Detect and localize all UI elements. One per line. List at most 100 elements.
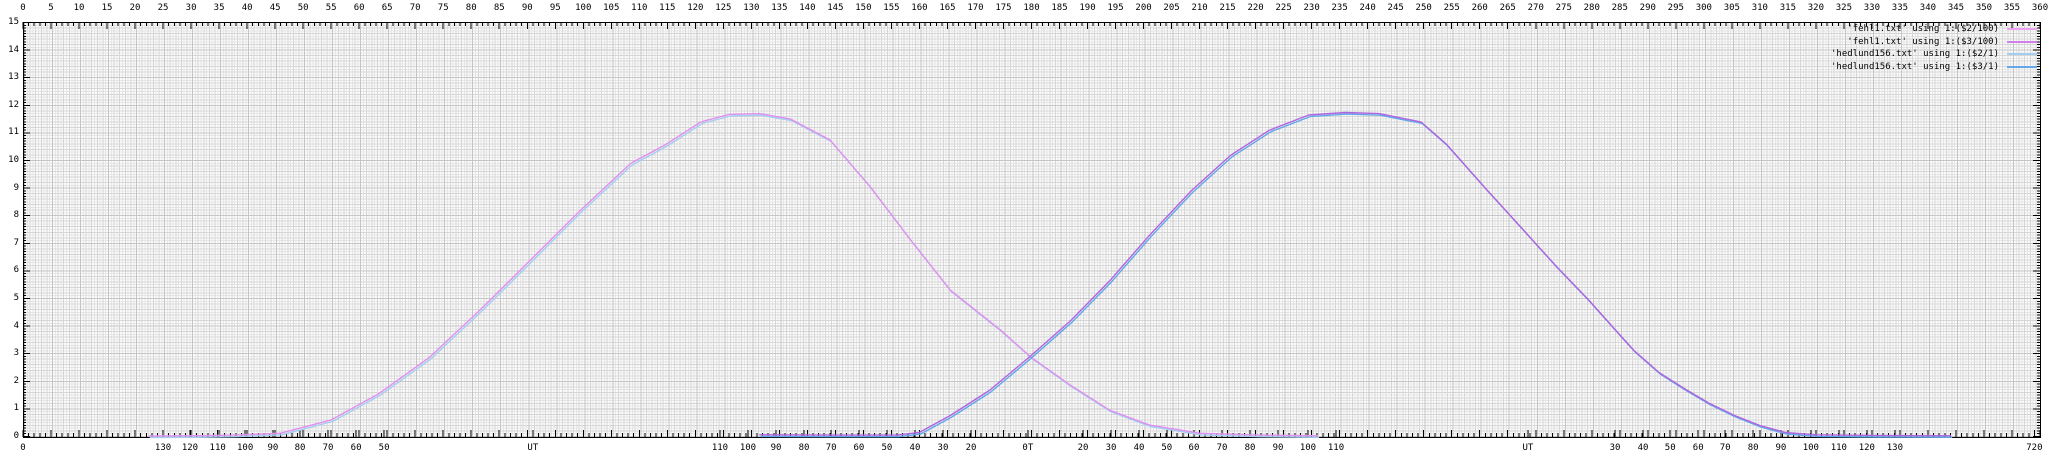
x-tick-label: 100 (739, 443, 757, 453)
x2-tick-label: 50 (297, 3, 309, 13)
x2-tick-label: 290 (1639, 3, 1656, 13)
x-tick-label: 110 (711, 443, 729, 453)
y-tick-label: 3 (13, 348, 19, 359)
x2-tick-label: 335 (1891, 3, 1909, 13)
x2-tick-label: 20 (129, 3, 141, 13)
x-tick-label: 100 (1299, 443, 1317, 453)
x-tick-label: 20 (1077, 443, 1089, 453)
y-tick-label: 5 (13, 293, 19, 303)
x-tick-label: 90 (267, 443, 279, 453)
x2-tick-label: 150 (855, 3, 872, 13)
x2-tick-label: 175 (995, 3, 1012, 13)
x2-tick-label: 250 (1415, 3, 1432, 13)
x2-tick-label: 125 (715, 3, 732, 13)
x2-tick-label: 195 (1107, 3, 1124, 13)
x2-tick-label: 305 (1723, 3, 1740, 13)
legend-line-sample (2007, 65, 2037, 68)
x2-tick-label: 0 (20, 3, 26, 13)
x-tick-label: 120 (181, 443, 199, 453)
y-tick-label: 14 (8, 44, 19, 55)
x2-tick-label: 170 (967, 3, 984, 13)
x2-tick-label: 270 (1527, 3, 1544, 13)
data-curves (148, 111, 1953, 439)
x-tick-label: 110 (1327, 443, 1345, 453)
x-tick-label: 90 (770, 443, 782, 453)
legend-entry: 'fehl1.txt' using 1:($3/100) (1831, 36, 2037, 49)
x2-tick-label: 130 (743, 3, 760, 13)
x-tick-label: 20 (965, 443, 977, 453)
x2-tick-label: 35 (213, 3, 225, 13)
legend-entry: 'hedlund156.txt' using 1:($3/1) (1831, 61, 2037, 74)
x-tick-label: 110 (209, 443, 226, 453)
x2-tick-label: 185 (1051, 3, 1068, 13)
legend-line-sample (2007, 40, 2037, 43)
y-tick-label: 12 (8, 99, 19, 110)
legend-entry: 'fehl1.txt' using 1:($2/100) (1831, 23, 2037, 36)
x2-tick-label: 65 (381, 3, 393, 13)
x-tick-label: UT (527, 443, 539, 453)
x-tick-label: 40 (909, 443, 921, 453)
x2-tick-label: 320 (1807, 3, 1824, 13)
x-tick-label: 80 (798, 443, 810, 453)
x2-tick-label: 165 (939, 3, 956, 13)
x2-tick-label: 15 (101, 3, 113, 13)
x-tick-label: UT (1522, 443, 1534, 453)
x2-tick-label: 265 (1499, 3, 1516, 13)
x2-tick-label: 280 (1583, 3, 1600, 13)
x-tick-label: 0 (20, 443, 26, 453)
x-tick-label: 70 (1216, 443, 1228, 453)
tick-marks (22, 22, 2041, 437)
x2-tick-label: 60 (353, 3, 365, 13)
x2-tick-label: 230 (1303, 3, 1320, 13)
x-tick-label: 80 (294, 443, 306, 453)
legend-line-sample (2007, 53, 2037, 56)
x-tick-label: 70 (322, 443, 334, 453)
legend-label: 'hedlund156.txt' using 1:($2/1) (1831, 49, 1999, 59)
series-line (148, 112, 1318, 437)
x2-tick-label: 30 (185, 3, 197, 13)
y-tick-label: 13 (8, 72, 19, 83)
x2-tick-label: 155 (883, 3, 900, 13)
x2-tick-label: 190 (1079, 3, 1096, 13)
x2-tick-label: 25 (157, 3, 169, 13)
x-tick-label: 100 (1802, 443, 1819, 453)
y-tick-label: 8 (13, 210, 19, 221)
x2-tick-label: 145 (827, 3, 844, 13)
x-tick-label: 110 (1830, 443, 1847, 453)
y-tick-label: 0 (13, 431, 19, 441)
y-tick-label: 2 (13, 375, 19, 386)
x2-tick-label: 5 (48, 3, 54, 13)
x2-tick-label: 105 (603, 3, 620, 13)
x2-tick-label: 210 (1191, 3, 1208, 13)
legend-label: 'hedlund156.txt' using 1:($3/1) (1831, 61, 1999, 72)
tick-marks (28, 22, 2035, 26)
plot-area (23, 22, 2041, 438)
x2-tick-label: 340 (1919, 3, 1937, 13)
series-line (149, 114, 1320, 439)
y-tick-label: 15 (8, 17, 19, 27)
y-tick-label: 10 (8, 155, 19, 165)
tick-marks (22, 430, 2035, 437)
x2-tick-label: 85 (493, 3, 505, 13)
x-tick-label: 60 (350, 443, 362, 453)
x2-tick-label: 70 (409, 3, 421, 13)
x2-tick-label: 220 (1247, 3, 1264, 13)
x2-tick-label: 75 (437, 3, 449, 13)
x2-tick-label: 115 (659, 3, 676, 13)
x-tick-label: 120 (1858, 443, 1875, 453)
legend-line-sample (2007, 28, 2037, 31)
x2-tick-label: 360 (2031, 3, 2048, 13)
x-tick-label: 30 (1609, 443, 1621, 453)
y-tick-label: 11 (8, 127, 19, 138)
y-tick-label: 4 (13, 320, 19, 331)
x2-tick-label: 205 (1163, 3, 1180, 13)
x-tick-label: 0T (1022, 443, 1034, 453)
x2-tick-label: 350 (1975, 3, 1993, 13)
x-tick-label: 90 (1775, 443, 1787, 453)
legend-entry: 'hedlund156.txt' using 1:($2/1) (1831, 48, 2037, 61)
tick-marks (23, 22, 2040, 437)
x-tick-label: 50 (1161, 443, 1173, 453)
tick-marks (23, 24, 2040, 435)
